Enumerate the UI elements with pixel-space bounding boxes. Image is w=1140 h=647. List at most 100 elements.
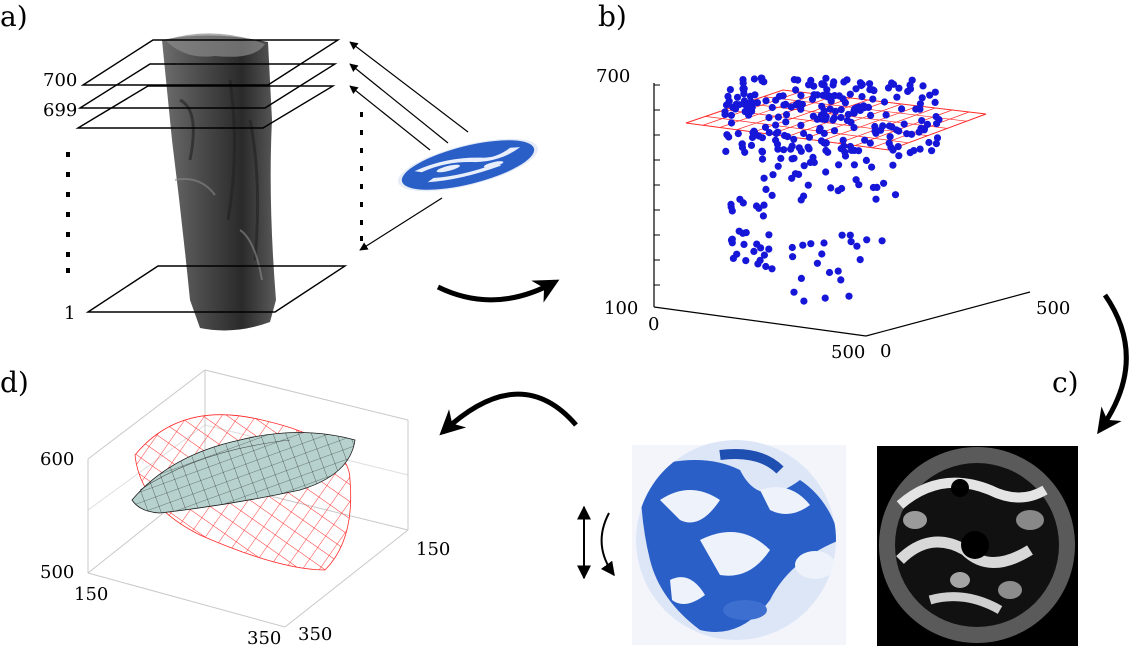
scatter-point <box>774 162 782 170</box>
scatter-point <box>787 103 795 111</box>
scatter-point <box>827 184 835 192</box>
scatter-point <box>860 104 869 112</box>
scatter-point <box>772 136 780 144</box>
scatter-point <box>863 236 871 244</box>
scatter-point <box>829 81 837 89</box>
scatter-point <box>858 93 866 101</box>
scatter-point <box>742 229 750 237</box>
ellipsis-right <box>360 112 363 241</box>
scatter-point <box>807 240 815 248</box>
scatter-point <box>822 168 830 176</box>
scatter-point <box>799 241 807 249</box>
scatter-point <box>774 145 782 153</box>
scatter-point <box>866 139 874 147</box>
scatter-point <box>847 238 855 246</box>
scatter-point <box>918 94 926 102</box>
scatter-point <box>746 99 754 107</box>
scatter-point <box>740 240 748 248</box>
scatter-point <box>735 227 743 235</box>
scatter-point <box>797 121 805 129</box>
scatter-point <box>889 146 897 154</box>
arrow-b-to-c <box>1097 293 1129 435</box>
scatter-point <box>845 292 853 300</box>
scatter-point <box>852 85 860 93</box>
scatter-point <box>774 128 782 136</box>
scatter-point <box>727 119 736 127</box>
scatter-point <box>724 92 732 100</box>
scatter-point <box>805 133 814 141</box>
scatter-point <box>750 75 759 83</box>
scatter-point <box>758 147 766 155</box>
scatter-point <box>931 98 939 106</box>
scatter-point <box>790 135 798 143</box>
scatter-point <box>795 170 803 178</box>
scatter-point <box>750 127 758 135</box>
scatter-point <box>788 243 796 252</box>
scatter-point <box>736 195 744 203</box>
scatter-point <box>765 245 773 253</box>
scatter-point <box>721 108 729 116</box>
scatter-point <box>757 244 765 252</box>
scatter-point <box>840 78 848 86</box>
slice-plane-700 <box>80 39 341 86</box>
scatter-point <box>906 81 914 89</box>
scatter-point <box>906 149 914 157</box>
registration-arrows <box>577 505 615 580</box>
scatter-point <box>761 123 770 131</box>
scatter-point <box>904 87 912 95</box>
scatter-point <box>862 156 871 164</box>
scatter-point <box>750 247 758 255</box>
scatter-point <box>762 97 770 105</box>
scatter-point <box>809 112 818 120</box>
scatter-point <box>841 152 850 160</box>
scatter-point <box>760 201 768 209</box>
plot-3d-axes <box>653 83 1031 337</box>
scatter-point <box>855 147 863 155</box>
scatter-point <box>823 93 831 101</box>
tilted-slice-image <box>397 138 539 192</box>
scatter-point <box>729 254 738 262</box>
scatter-point <box>741 108 749 116</box>
scatter-point <box>800 162 808 170</box>
scatter-point <box>790 288 798 296</box>
scatter-point <box>839 136 847 144</box>
scatter-point <box>792 86 800 94</box>
scatter-point <box>758 155 767 163</box>
scatter-point <box>872 195 880 203</box>
scatter-point <box>867 111 875 119</box>
scatter-point <box>923 120 932 128</box>
scatter-point <box>928 147 936 155</box>
scatter-point <box>861 136 869 144</box>
scatter-point <box>768 191 776 199</box>
scatter-point <box>898 105 906 113</box>
scatter-point <box>762 262 770 271</box>
scatter-point <box>732 100 740 108</box>
slice-label-1: 1 <box>64 303 75 324</box>
y-tick-0: 0 <box>880 341 891 362</box>
scatter-point <box>837 106 845 114</box>
scatter-point <box>765 114 773 122</box>
scatter-point <box>837 276 845 284</box>
scatter-point <box>908 130 916 138</box>
scatter-point <box>818 80 826 89</box>
scatter-point <box>813 259 822 267</box>
scatter-point <box>822 139 830 147</box>
slice-plane-1 <box>85 265 348 313</box>
scatter-point <box>818 250 826 258</box>
scatter-point <box>847 118 855 126</box>
d-y-tick-350: 350 <box>298 624 332 645</box>
scatter-point <box>768 103 776 112</box>
scatter-point <box>919 82 927 90</box>
scatter-point <box>837 113 845 122</box>
scatter-point <box>752 202 761 210</box>
scatter-point <box>900 120 908 128</box>
scatter-point <box>800 192 808 200</box>
scatter-point <box>873 183 881 191</box>
d-z-tick-500: 500 <box>40 562 74 583</box>
scatter-point <box>804 143 812 151</box>
scatter-point <box>760 174 768 182</box>
slice-arrows <box>349 41 469 251</box>
scatter-point <box>782 118 790 126</box>
scatter-point <box>878 237 886 245</box>
panel-d: d) 600 500 150 350 150 350 <box>0 366 450 647</box>
